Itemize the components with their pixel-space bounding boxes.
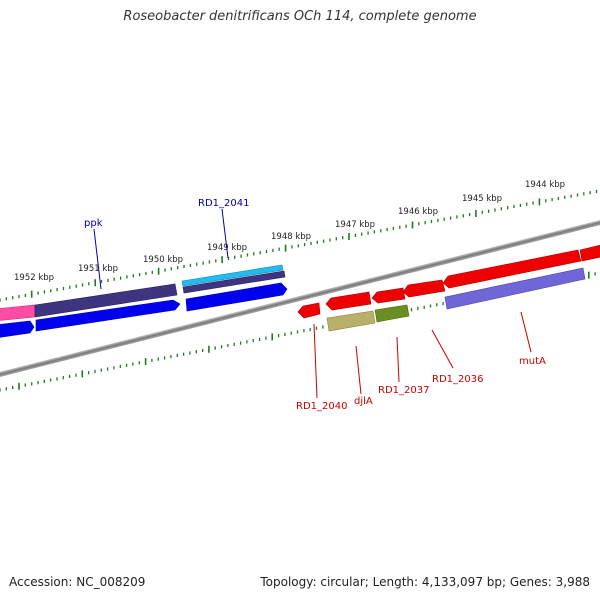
scale-label-1952: 1952 kbp bbox=[14, 273, 54, 283]
scale-label-1950: 1950 kbp bbox=[143, 255, 183, 265]
leader-rd1-2036 bbox=[431, 329, 454, 369]
gene-blue-left[interactable] bbox=[35, 299, 181, 332]
gene-olive-rd1-2037[interactable] bbox=[374, 304, 410, 323]
scale-label-1951: 1951 kbp bbox=[78, 264, 118, 274]
forward-genes bbox=[0, 264, 288, 338]
gene-label-muta[interactable]: mutA bbox=[519, 356, 546, 367]
gene-label-djla[interactable]: djlA bbox=[354, 396, 373, 407]
gene-khaki-djla[interactable] bbox=[326, 310, 376, 332]
gene-labels: ppk RD1_2041 RD1_2040 djlA RD1_2037 RD1_… bbox=[84, 198, 546, 412]
gene-blue-right[interactable] bbox=[185, 282, 288, 312]
scale-label-1948: 1948 kbp bbox=[271, 232, 311, 242]
accession-text: Accession: NC_008209 bbox=[9, 575, 146, 589]
leader-rd1-2040 bbox=[313, 323, 318, 399]
leader-rd1-2037 bbox=[396, 336, 400, 383]
scale-label-1945: 1945 kbp bbox=[462, 194, 502, 204]
gene-label-ppk[interactable]: ppk bbox=[84, 218, 103, 229]
scale-label-1944: 1944 kbp bbox=[525, 180, 565, 190]
gene-red-2[interactable] bbox=[325, 291, 372, 311]
leader-ppk bbox=[93, 228, 102, 290]
leader-muta bbox=[520, 311, 532, 353]
leader-rd1-2041 bbox=[221, 208, 229, 259]
gene-dark-purple-left[interactable] bbox=[34, 283, 178, 318]
genome-summary-text: Topology: circular; Length: 4,133,097 bp… bbox=[260, 575, 590, 589]
gene-dark-purple-right[interactable] bbox=[182, 270, 286, 294]
leader-djla bbox=[355, 345, 362, 395]
gene-red-edge[interactable] bbox=[579, 244, 600, 262]
gene-red-4[interactable] bbox=[402, 279, 446, 298]
gene-red-muta-upper[interactable] bbox=[442, 249, 582, 289]
gene-label-rd1-2037[interactable]: RD1_2037 bbox=[378, 385, 429, 396]
gene-red-3[interactable] bbox=[371, 287, 406, 304]
gene-cyan-rd1-2041[interactable] bbox=[181, 264, 284, 287]
scale-labels: 1952 kbp 1951 kbp 1950 kbp 1949 kbp 1948… bbox=[14, 180, 565, 283]
gene-label-rd1-2041[interactable]: RD1_2041 bbox=[198, 198, 249, 209]
gene-lavender-muta[interactable] bbox=[444, 267, 586, 310]
gene-label-rd1-2036[interactable]: RD1_2036 bbox=[432, 374, 483, 385]
scale-label-1947: 1947 kbp bbox=[335, 220, 375, 230]
label-leaders bbox=[93, 208, 532, 399]
gene-red-rd1-2040[interactable] bbox=[297, 302, 321, 319]
gene-label-rd1-2040[interactable]: RD1_2040 bbox=[296, 401, 347, 412]
scale-label-1946: 1946 kbp bbox=[398, 207, 438, 217]
gene-blue-left-small[interactable] bbox=[0, 320, 35, 338]
map-title: Roseobacter denitrificans OCh 114, compl… bbox=[123, 9, 477, 24]
gene-pink[interactable] bbox=[0, 304, 36, 321]
upper-tick-track bbox=[0, 189, 598, 302]
reverse-genes bbox=[297, 244, 600, 332]
genome-backbone bbox=[0, 210, 600, 382]
